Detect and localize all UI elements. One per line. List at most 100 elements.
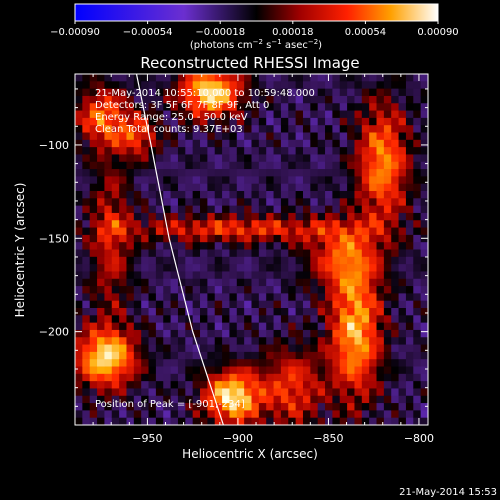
heatmap-cell [104,359,113,367]
heatmap-cell [391,103,399,111]
heatmap-cell [133,242,142,250]
heatmap-cell [119,234,127,243]
heatmap-cell [177,191,186,199]
heatmap-cell [413,344,422,353]
heatmap-cell [383,417,392,425]
heatmap-cell [369,183,377,192]
heatmap-cell [155,147,164,155]
heatmap-cell [288,183,297,192]
heatmap-cell [192,169,201,177]
heatmap-cell [376,125,385,133]
heatmap-cell [339,322,348,331]
heatmap-cell [405,205,414,214]
heatmap-cell [273,205,282,214]
heatmap-cell [236,344,245,353]
heatmap-cell [310,132,319,141]
heatmap-cell [347,359,355,367]
heatmap-cell [82,366,91,375]
heatmap-cell [155,381,164,389]
heatmap-cell [413,286,422,294]
heatmap-cell [295,234,304,243]
heatmap-cell [317,220,326,228]
heatmap-cell [317,344,326,353]
heatmap-cell [214,74,223,82]
heatmap-cell [361,300,370,309]
heatmap-cell [266,256,274,265]
heatmap-cell [222,359,230,367]
heatmap-cell [75,359,83,367]
heatmap-cell [192,117,201,126]
heatmap-cell [200,147,208,155]
heatmap-cell [244,351,252,360]
heatmap-cell [207,154,216,163]
heatmap-cell [302,117,311,126]
heatmap-cell [185,205,194,214]
heatmap-cell [75,351,83,360]
heatmap-cell [273,191,282,199]
heatmap-cell [75,88,83,97]
heatmap-cell [266,234,274,243]
heatmap-cell [376,176,385,185]
heatmap-cell [383,293,392,302]
heatmap-cell [332,132,341,141]
heatmap-cell [75,205,83,214]
heatmap-cell [133,293,142,302]
heatmap-cell [111,191,120,199]
heatmap-cell [413,81,422,90]
heatmap-cell [413,410,422,419]
heatmap-cell [177,271,186,280]
heatmap-cell [332,300,341,309]
heatmap-cell [405,154,414,163]
heatmap-cell [244,125,252,133]
heatmap-cell [148,249,157,258]
heatmap-cell [163,242,171,250]
heatmap-cell [222,300,230,309]
heatmap-cell [133,198,142,207]
heatmap-cell [258,293,267,302]
heatmap-cell [413,205,422,214]
heatmap-cell [163,256,171,265]
heatmap-cell [302,381,311,389]
heatmap-cell [413,154,422,163]
heatmap-cell [111,278,120,287]
heatmap-cell [126,234,135,243]
heatmap-cell [258,154,267,163]
heatmap-cell [170,351,179,360]
heatmap-cell [133,308,142,316]
heatmap-cell [383,169,392,177]
heatmap-cell [325,110,333,119]
heatmap-cell [214,95,223,104]
heatmap-cell [376,264,385,272]
heatmap-cell [163,169,171,177]
heatmap-cell [369,410,377,419]
heatmap-cell [398,293,407,302]
heatmap-cell [141,388,149,397]
heatmap-cell [332,212,341,221]
heatmap-cell [251,205,260,214]
heatmap-cell [258,344,267,353]
heatmap-cell [273,381,282,389]
heatmap-cell [207,286,216,294]
heatmap-cell [420,410,428,419]
heatmap-cell [200,110,208,119]
heatmap-cell [163,293,171,302]
heatmap-cell [89,344,98,353]
heatmap-cell [126,117,135,126]
heatmap-cell [405,125,414,133]
heatmap-cell [126,169,135,177]
heatmap-cell [97,191,105,199]
heatmap-cell [420,74,428,82]
heatmap-cell [369,403,377,411]
heatmap-cell [361,395,370,404]
heatmap-cell [310,220,319,228]
heatmap-cell [383,264,392,272]
heatmap-cell [119,205,127,214]
heatmap-cell [200,242,208,250]
heatmap-cell [251,227,260,236]
heatmap-cell [258,110,267,119]
heatmap-cell [177,132,186,141]
heatmap-cell [119,191,127,199]
heatmap-cell [185,337,194,345]
heatmap-cell [302,329,311,338]
heatmap-cell [280,161,289,170]
